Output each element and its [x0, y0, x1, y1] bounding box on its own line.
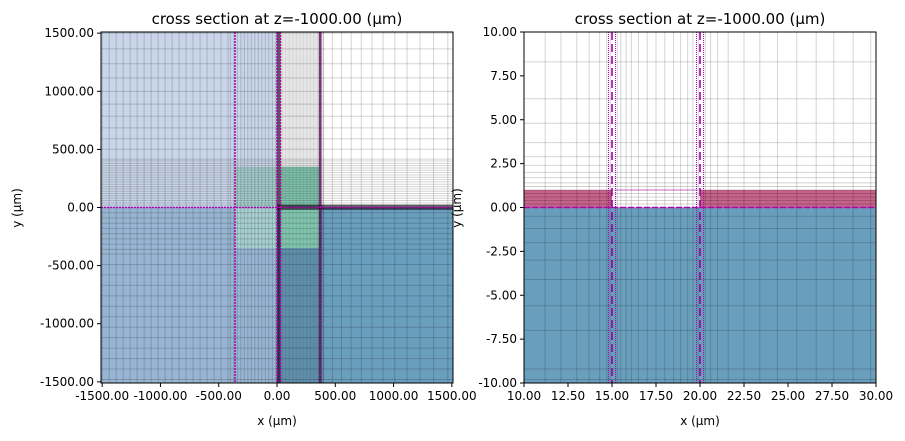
x-tick-label: -1000.00	[133, 389, 187, 403]
y-tick-label: 500.00	[52, 142, 94, 156]
x-tick-label: 1500.00	[427, 389, 477, 403]
x-tick-label: 17.50	[639, 389, 673, 403]
right-plot-ylabel: y (μm)	[450, 188, 464, 228]
y-tick-label: 7.50	[490, 69, 517, 83]
y-tick-label: -1000.00	[40, 317, 94, 331]
x-tick-label: 27.50	[815, 389, 849, 403]
y-tick-label: 0.00	[67, 201, 94, 215]
x-tick-label: 0.00	[264, 389, 291, 403]
left-plot-xlabel: x (μm)	[257, 414, 297, 428]
y-tick-label: 5.00	[490, 113, 517, 127]
x-tick-label: -500.00	[196, 389, 242, 403]
y-tick-label: -1500.00	[40, 375, 94, 389]
x-tick-label: 10.00	[507, 389, 541, 403]
right-plot-title: cross section at z=-1000.00 (μm)	[575, 10, 826, 28]
x-tick-label: 15.00	[595, 389, 629, 403]
region-film-left	[524, 189, 612, 208]
y-tick-label: -500.00	[48, 259, 94, 273]
left-plot: -1500.00 -1000.00 -500.00 0.00 500.00 1000.00…	[10, 10, 477, 428]
y-tick-label: 1000.00	[44, 84, 94, 98]
x-tick-label: 25.00	[771, 389, 805, 403]
x-tick-label: 500.00	[314, 389, 356, 403]
plot-area	[101, 32, 453, 383]
y-tick-label: 10.00	[483, 25, 517, 39]
left-plot-ylabel: y (μm)	[10, 188, 24, 228]
right-plot-xlabel: x (μm)	[680, 414, 720, 428]
y-tick-label: -7.50	[486, 332, 517, 346]
x-tick-label: -1500.00	[75, 389, 129, 403]
y-tick-label: -10.00	[478, 376, 517, 390]
x-tick-label: 12.50	[551, 389, 585, 403]
y-tick-label: 1500.00	[44, 26, 94, 40]
plot-area	[524, 32, 876, 383]
x-tick-label: 1000.00	[369, 389, 419, 403]
y-tick-label: 2.50	[490, 157, 517, 171]
x-tick-label: 30.00	[859, 389, 893, 403]
region-film-right	[700, 189, 876, 208]
left-plot-title: cross section at z=-1000.00 (μm)	[152, 10, 403, 28]
y-tick-label: -2.50	[486, 244, 517, 258]
x-tick-label: 20.00	[683, 389, 717, 403]
y-tick-label: 0.00	[490, 201, 517, 215]
right-plot: 10.00 12.50 15.00 17.50 20.00 22.50 25.00 27.50…	[450, 10, 893, 428]
y-tick-label: -5.00	[486, 288, 517, 302]
x-tick-label: 22.50	[727, 389, 761, 403]
